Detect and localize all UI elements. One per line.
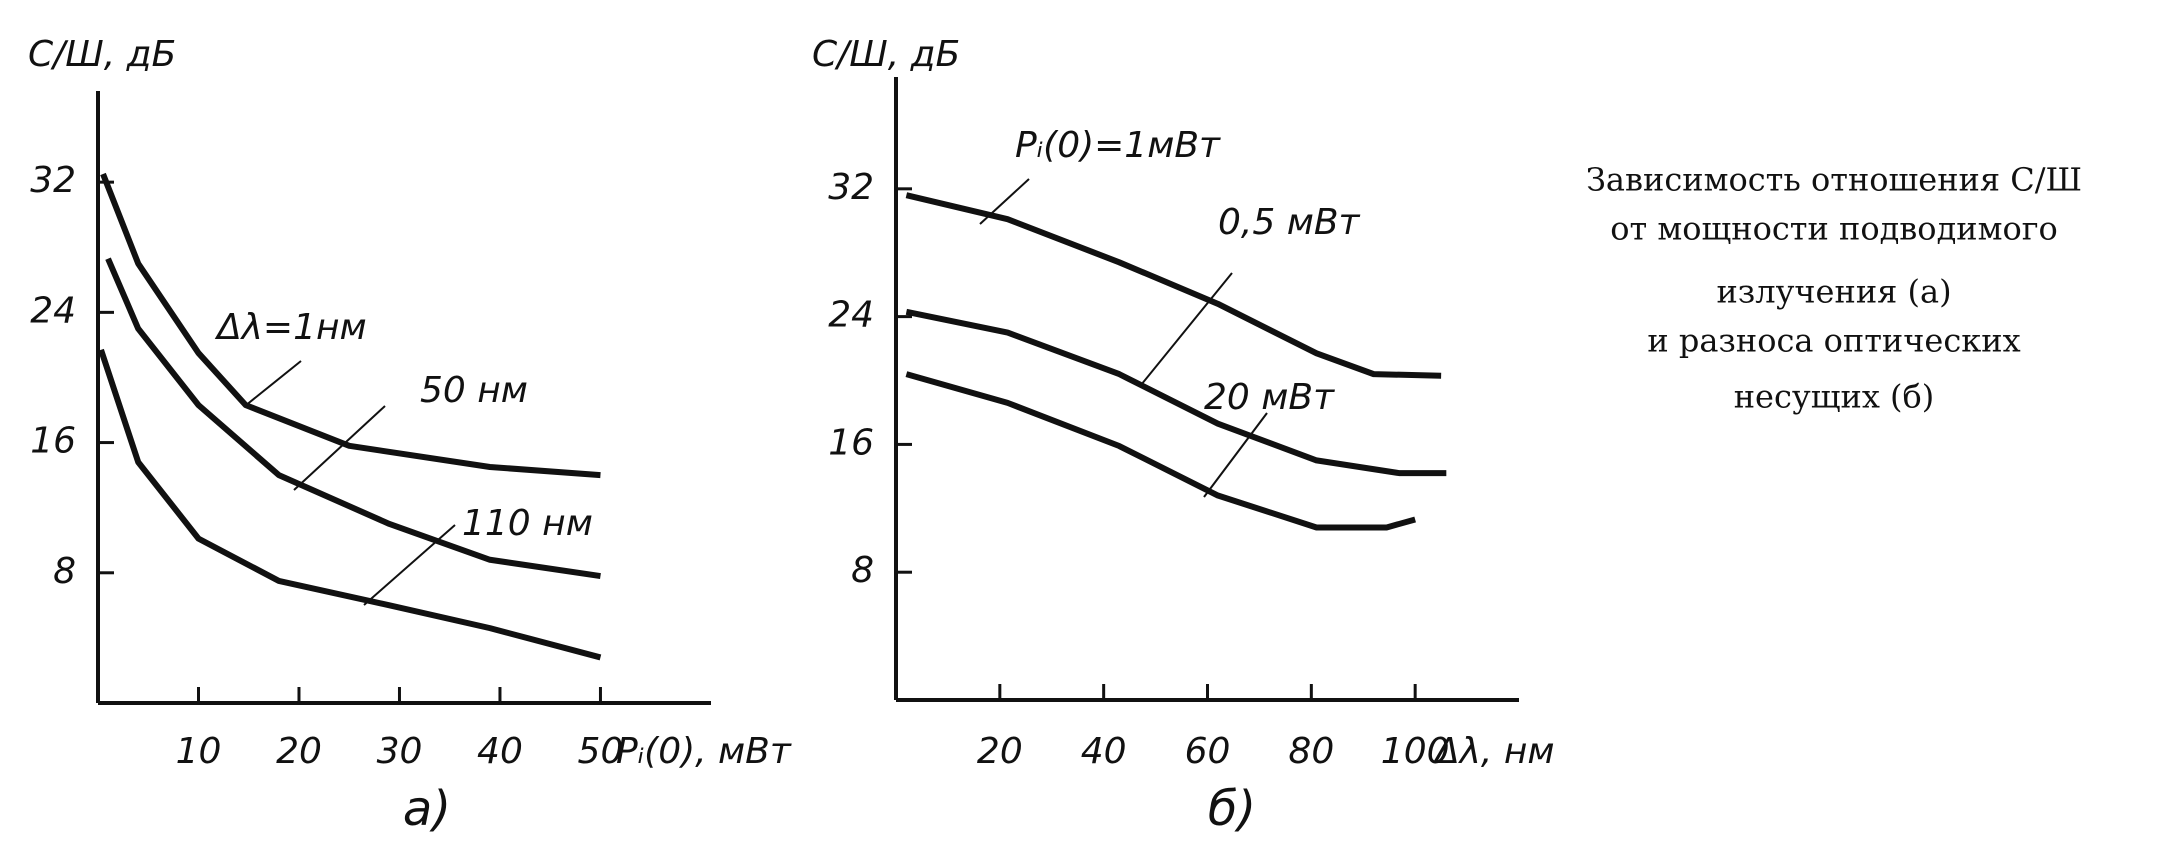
y-axis-label: С/Ш, дБ (812, 34, 960, 75)
curve (905, 308, 1447, 477)
caption-line: излучения (а) (1716, 273, 1951, 311)
panel-label: а) (403, 781, 451, 837)
x-tick-label: 60 (1185, 731, 1231, 772)
x-axis-label: Pᵢ(0), мВт (616, 731, 792, 772)
caption-line: от мощности подводимого (1610, 210, 2058, 248)
y-tick-label: 32 (828, 167, 874, 208)
y-tick-label: 24 (30, 290, 76, 331)
y-tick-label: 8 (53, 551, 76, 592)
leader-line (979, 178, 1030, 225)
caption-line: несущих (б) (1734, 378, 1935, 416)
y-tick-label: 16 (30, 421, 76, 462)
caption-line: Зависимость отношения С/Ш (1586, 161, 2082, 199)
x-tick-label: 100 (1381, 731, 1450, 772)
curve (905, 371, 1416, 531)
y-tick-label: 32 (30, 160, 76, 201)
x-tick-label: 10 (176, 731, 222, 772)
leader-line (1203, 412, 1268, 498)
leader-line (293, 405, 386, 491)
caption-line: и разноса оптических (1647, 322, 2020, 360)
curve-label: 110 нм (462, 503, 593, 544)
x-tick-label: 30 (377, 731, 423, 772)
y-tick-label: 8 (851, 550, 874, 591)
curve (105, 257, 601, 580)
curve (98, 348, 602, 661)
leader-line (1140, 272, 1233, 386)
x-axis-label: Δλ, нм (1432, 731, 1555, 772)
x-tick-label: 40 (477, 731, 523, 772)
curve-label: Pᵢ(0)=1мВт (1015, 125, 1221, 166)
panel-label: б) (1208, 781, 1256, 837)
x-tick-label: 20 (977, 731, 1023, 772)
y-tick-label: 16 (828, 422, 874, 463)
x-tick-label: 20 (276, 731, 322, 772)
x-tick-label: 50 (578, 731, 624, 772)
leader-line (363, 524, 456, 606)
curve-label: 20 мВт (1204, 377, 1335, 418)
curve-label: 0,5 мВт (1218, 202, 1361, 243)
y-tick-label: 24 (828, 295, 874, 336)
curve-label: 50 нм (420, 370, 528, 411)
y-axis-label: С/Ш, дБ (28, 34, 176, 75)
curve-label: Δλ=1нм (214, 307, 367, 348)
curve (905, 192, 1442, 379)
x-tick-label: 80 (1288, 731, 1334, 772)
x-tick-label: 40 (1081, 731, 1127, 772)
leader-line (244, 360, 302, 407)
